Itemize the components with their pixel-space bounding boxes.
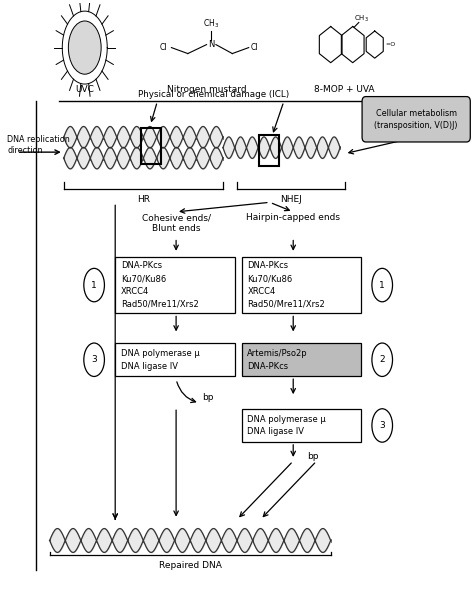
Text: Cohesive ends/
Blunt ends: Cohesive ends/ Blunt ends — [142, 213, 210, 233]
Text: 8-MOP + UVA: 8-MOP + UVA — [314, 85, 375, 94]
Text: Nitrogen mustard: Nitrogen mustard — [167, 85, 246, 94]
Text: 2: 2 — [379, 355, 385, 364]
Text: DNA polymerase μ
DNA ligase IV: DNA polymerase μ DNA ligase IV — [121, 349, 200, 371]
Text: DNA replication
direction: DNA replication direction — [8, 135, 70, 155]
Text: 3: 3 — [91, 355, 97, 364]
Text: 1: 1 — [379, 280, 385, 289]
Text: HR: HR — [137, 195, 150, 204]
Text: N: N — [208, 40, 214, 49]
Text: CH$_3$: CH$_3$ — [203, 17, 219, 30]
Text: DNA polymerase μ
DNA ligase IV: DNA polymerase μ DNA ligase IV — [247, 414, 326, 437]
Text: 3: 3 — [379, 421, 385, 430]
Text: bp: bp — [202, 393, 213, 402]
FancyBboxPatch shape — [115, 343, 235, 376]
Text: DNA-PKcs
Ku70/Ku86
XRCC4
Rad50/Mre11/Xrs2: DNA-PKcs Ku70/Ku86 XRCC4 Rad50/Mre11/Xrs… — [121, 261, 199, 309]
Ellipse shape — [68, 21, 101, 74]
Text: Repaired DNA: Repaired DNA — [159, 561, 221, 570]
Text: DNA-PKcs
Ku70/Ku86
XRCC4
Rad50/Mre11/Xrs2: DNA-PKcs Ku70/Ku86 XRCC4 Rad50/Mre11/Xrs… — [247, 261, 325, 309]
FancyBboxPatch shape — [362, 96, 470, 142]
Text: 1: 1 — [91, 280, 97, 289]
Text: NHEJ: NHEJ — [280, 195, 302, 204]
Text: =O: =O — [385, 42, 396, 47]
Text: Physical or chemical damage (ICL): Physical or chemical damage (ICL) — [138, 90, 289, 99]
Text: Cl: Cl — [251, 43, 258, 52]
FancyBboxPatch shape — [242, 409, 361, 442]
Text: Cl: Cl — [159, 43, 167, 52]
Text: UVC: UVC — [75, 85, 94, 94]
FancyBboxPatch shape — [115, 257, 235, 314]
Text: Cellular metabolism
(transposition, V(D)J): Cellular metabolism (transposition, V(D)… — [374, 109, 458, 130]
FancyBboxPatch shape — [242, 343, 361, 376]
Text: Hairpin-capped ends: Hairpin-capped ends — [246, 213, 340, 222]
Text: bp: bp — [307, 452, 319, 461]
FancyBboxPatch shape — [242, 257, 361, 314]
Text: Artemis/Pso2p
DNA-PKcs: Artemis/Pso2p DNA-PKcs — [247, 349, 308, 371]
Text: CH$_3$: CH$_3$ — [354, 13, 369, 24]
